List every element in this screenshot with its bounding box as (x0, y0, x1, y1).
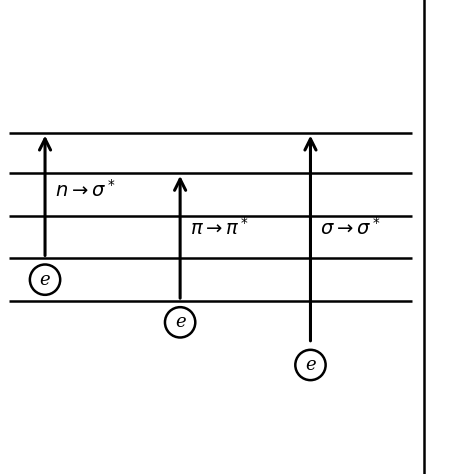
Text: $\pi \rightarrow \pi^*$: $\pi \rightarrow \pi^*$ (190, 217, 249, 238)
Circle shape (165, 307, 195, 337)
Text: e: e (175, 313, 185, 331)
Text: e: e (40, 271, 50, 289)
Text: $n \rightarrow \sigma^*$: $n \rightarrow \sigma^*$ (55, 179, 115, 201)
Text: e: e (305, 356, 316, 374)
Circle shape (295, 350, 326, 380)
Text: $\sigma \rightarrow \sigma^*$: $\sigma \rightarrow \sigma^*$ (320, 217, 381, 238)
Circle shape (30, 264, 60, 295)
